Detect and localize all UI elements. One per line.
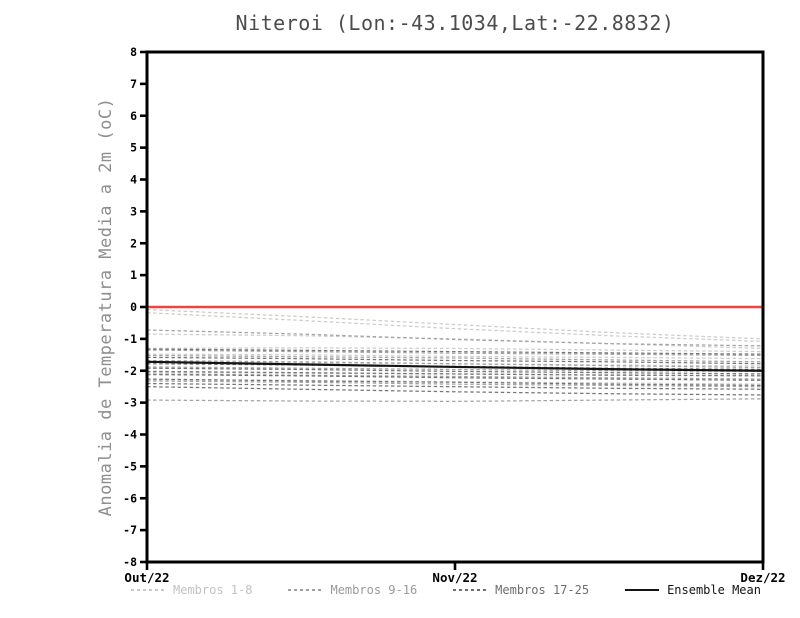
y-tick-label: 4 [130, 173, 137, 187]
ensemble-member-line [146, 380, 764, 388]
legend-dashed-line-swatch [453, 589, 488, 591]
legend-item-label: Ensemble Mean [667, 583, 761, 597]
x-tick-label: Dez/22 [740, 570, 785, 585]
y-tick-label: -8 [123, 555, 137, 569]
y-tick-label: -3 [123, 396, 137, 410]
legend-dashed-line-swatch [131, 589, 165, 591]
y-tick-label: 0 [130, 300, 137, 314]
ensemble-member-line [146, 353, 764, 360]
ensemble-member-line [146, 398, 764, 402]
ensemble-member-line [146, 333, 764, 350]
ensemble-member-line [146, 348, 764, 355]
ensemble-member-line [146, 366, 764, 373]
ensemble-member-line [146, 354, 764, 363]
legend-item: Ensemble Mean [625, 583, 761, 597]
legend: Membros 1-8 Membros 9-16 Membros 17-25 Ense… [131, 583, 761, 597]
legend-item: Membros 17-25 [453, 583, 589, 597]
ensemble-member-line [146, 308, 764, 340]
chart-title: Niteroi (Lon:-43.1034,Lat:-22.8832) [235, 11, 675, 35]
x-tick-label: Nov/22 [432, 570, 477, 585]
y-tick-label: 8 [130, 45, 137, 59]
y-tick-label: -7 [123, 523, 137, 537]
ensemble-member-line [146, 382, 764, 390]
ensemble-member-line [146, 349, 764, 357]
ensemble-member-line [146, 370, 764, 377]
y-tick-label: 5 [130, 141, 137, 155]
y-tick-label: -4 [123, 428, 137, 442]
y-tick-label: 2 [130, 236, 137, 250]
ensemble-member-line [146, 367, 764, 375]
legend-item: Membros 9-16 [288, 583, 417, 597]
legend-item-label: Membros 1-8 [173, 583, 253, 597]
y-tick-label: 1 [130, 268, 137, 282]
ensemble-member-line [146, 373, 764, 380]
y-tick-label: -2 [123, 364, 137, 378]
legend-solid-line-swatch [625, 589, 660, 591]
y-tick-label: 6 [130, 109, 137, 123]
ensemble-member-line [146, 378, 764, 387]
ensemble-member-line [146, 359, 764, 369]
ensemble-member-line [146, 386, 764, 396]
y-tick-label: -5 [123, 459, 137, 473]
ensemble-member-line [146, 312, 764, 343]
y-tick-label: -1 [123, 332, 137, 346]
legend-item: Membros 1-8 [131, 583, 252, 597]
y-tick-label: 7 [130, 77, 137, 91]
legend-item-label: Membros 17-25 [495, 583, 590, 597]
x-tick-label: Out/22 [124, 570, 169, 585]
ensemble-member-line [146, 329, 764, 347]
ensemble-member-line [146, 373, 764, 381]
ensemble-member-line [146, 347, 764, 353]
ensemble-member-line [146, 356, 764, 365]
y-tick-label: 3 [130, 204, 137, 218]
y-tick-label: -6 [123, 491, 137, 505]
ensemble-mean-line [146, 360, 764, 372]
legend-dashed-line-swatch [288, 589, 323, 591]
legend-item-label: Membros 9-16 [330, 583, 418, 597]
